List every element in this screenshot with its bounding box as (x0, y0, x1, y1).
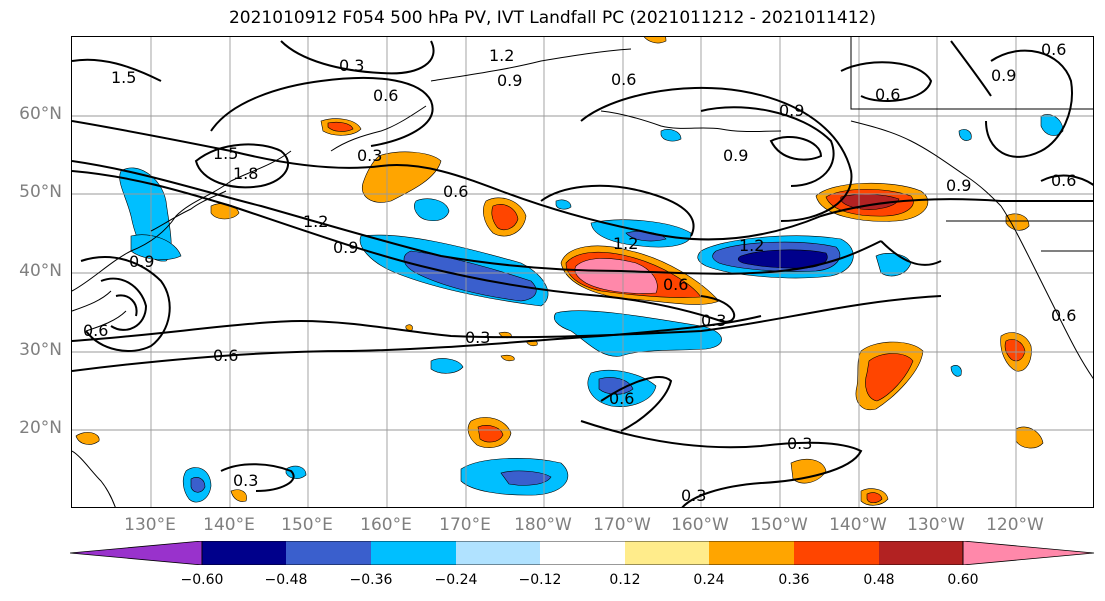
contour-label: 0.9 (991, 66, 1016, 85)
colorbar-tick: −0.48 (264, 572, 308, 588)
contour-label: 0.6 (609, 389, 634, 408)
colorbar-tick: 0.60 (947, 572, 979, 588)
ivt-shading (75, 37, 1064, 506)
contour-label: 0.6 (875, 85, 900, 104)
contour-label: 0.9 (946, 176, 971, 195)
contour-label: 1.2 (303, 212, 328, 231)
colorbar-segment-extend-max (962, 541, 1095, 565)
lon-label-130w: 130°W (907, 515, 965, 535)
contour-label: 1.2 (739, 236, 764, 255)
contour-label: 0.9 (333, 238, 358, 257)
contour-label: 1.5 (111, 68, 136, 87)
lon-label-180w: 180°W (514, 515, 572, 535)
lon-label-170w: 170°W (593, 515, 651, 535)
colorbar-segment (371, 541, 456, 565)
lon-label-120w: 120°W (986, 515, 1044, 535)
colorbar-segment (456, 541, 540, 565)
contour-label: 0.6 (1041, 40, 1066, 59)
contour-label: 0.6 (1051, 171, 1076, 190)
contour-label: 0.3 (701, 311, 726, 330)
coastlines (72, 37, 1093, 507)
colorbar-segment-extend-min (70, 541, 203, 565)
colorbar-tick: −0.12 (518, 572, 562, 588)
lon-label-160w: 160°W (671, 515, 729, 535)
lon-label-150e: 150°E (281, 515, 333, 535)
map-panel: 1.5 0.3 1.2 0.9 0.6 1.5 1.8 0.6 1.2 0.9 … (71, 36, 1094, 508)
colorbar-tick: 0.36 (778, 572, 810, 588)
contour-label: 1.5 (213, 144, 238, 163)
contour-label: 1.8 (233, 164, 258, 183)
contour-label: 1.2 (489, 46, 514, 65)
colorbar-tick: 0.48 (863, 572, 895, 588)
colorbar (70, 541, 1095, 565)
colorbar-segment (794, 541, 879, 565)
colorbar-segment (879, 541, 963, 565)
contour-labels: 1.5 0.3 1.2 0.9 0.6 1.5 1.8 0.6 1.2 0.9 … (83, 40, 1076, 505)
lat-label-20n: 20°N (19, 418, 62, 438)
contour-label: 0.6 (373, 86, 398, 105)
lon-label-170e: 170°E (439, 515, 491, 535)
lon-label-140w: 140°W (829, 515, 887, 535)
colorbar-tick: −0.60 (180, 572, 224, 588)
colorbar-segment (625, 541, 709, 565)
lat-label-50n: 50°N (19, 182, 62, 202)
lon-label-150w: 150°W (750, 515, 808, 535)
colorbar-tick: −0.36 (349, 572, 393, 588)
contour-label: 0.6 (83, 321, 108, 340)
contour-label: 0.6 (213, 346, 238, 365)
contour-label: 0.9 (497, 71, 522, 90)
colorbar-tick: −0.24 (434, 572, 478, 588)
contour-label: 0.6 (443, 182, 468, 201)
pv-contours (72, 40, 1093, 507)
colorbar-segment (540, 541, 625, 565)
colorbar-tick: 0.12 (609, 572, 641, 588)
colorbar-segment (202, 541, 286, 565)
colorbar-segment (286, 541, 371, 565)
contour-label: 0.9 (129, 252, 154, 271)
lon-label-160e: 160°E (360, 515, 412, 535)
lon-label-130e: 130°E (124, 515, 176, 535)
lat-label-60n: 60°N (19, 104, 62, 124)
colorbar-segment (709, 541, 794, 565)
contour-label: 0.3 (339, 56, 364, 75)
map-canvas: 1.5 0.3 1.2 0.9 0.6 1.5 1.8 0.6 1.2 0.9 … (72, 37, 1093, 507)
lat-label-40n: 40°N (19, 261, 62, 281)
lon-label-140e: 140°E (203, 515, 255, 535)
contour-label: 0.3 (357, 146, 382, 165)
contour-label: 0.3 (787, 434, 812, 453)
contour-label: 0.9 (723, 146, 748, 165)
contour-label: 0.3 (681, 486, 706, 505)
contour-label: 0.9 (779, 101, 804, 120)
contour-label: 1.2 (613, 234, 638, 253)
contour-label: 0.6 (611, 70, 636, 89)
contour-label: 0.3 (233, 471, 258, 490)
contour-label: 0.6 (1051, 306, 1076, 325)
contour-label: 0.6 (663, 275, 688, 294)
colorbar-tick: 0.24 (693, 572, 725, 588)
plot-title: 2021010912 F054 500 hPa PV, IVT Landfall… (228, 8, 876, 28)
lat-label-30n: 30°N (19, 340, 62, 360)
contour-label: 0.3 (465, 328, 490, 347)
